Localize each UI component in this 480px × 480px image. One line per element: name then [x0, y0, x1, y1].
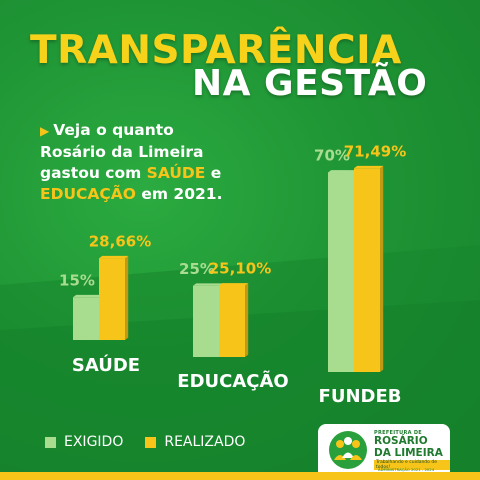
legend-swatch-required	[45, 436, 56, 448]
bottom-bar	[0, 472, 480, 480]
bar-top-realized	[219, 283, 249, 286]
value-label-required: 70%	[314, 147, 350, 165]
legend-label-realized: REALIZADO	[164, 434, 246, 450]
title-line-2: NA GESTÃO	[192, 63, 428, 104]
value-label-required: 25%	[179, 260, 215, 278]
logo-admin-period: ADMINISTRAÇÃO 2021 - 2024	[378, 467, 435, 472]
bar-realized-1	[219, 285, 245, 357]
bar-top-required	[73, 294, 103, 298]
bar-required-2	[328, 172, 354, 372]
bar-required-1	[193, 285, 219, 357]
logo-name-2: DA LIMEIRA	[374, 447, 443, 459]
intro-line-3a: gastou com	[40, 164, 147, 182]
bar-side-realized	[125, 255, 129, 340]
logo-prefix: PREFEITURA DE	[374, 430, 423, 436]
bar-top-realized	[99, 255, 129, 259]
intro-highlight-educacao: EDUCAÇÃO	[40, 185, 136, 203]
people-emblem-icon	[329, 431, 367, 469]
category-label: FUNDEB	[319, 386, 402, 407]
value-label-required: 15%	[59, 271, 95, 289]
category-label: EDUCAÇÃO	[177, 369, 288, 392]
legend-item-realized: REALIZADO	[145, 434, 245, 450]
intro-line-4b: em 2021.	[135, 185, 223, 203]
bar-side-realized	[380, 165, 384, 372]
logo-slogan: Trabalhando e cuidando de todos!	[374, 460, 450, 470]
legend-swatch-realized	[145, 436, 157, 448]
value-label-realized: 28,66%	[89, 232, 151, 250]
bar-realized-2	[354, 168, 380, 372]
legend: EXIGIDO REALIZADO	[45, 434, 267, 450]
intro-line-2: Rosário da Limeira	[40, 143, 204, 161]
category-label: SAÚDE	[72, 354, 140, 376]
bar-top-realized	[354, 165, 384, 169]
intro-line-1: Veja o quanto	[53, 121, 174, 139]
bar-realized-0	[99, 258, 125, 340]
legend-item-required: EXIGIDO	[45, 434, 123, 450]
intro-text: ▶ Veja o quanto Rosário da Limeira gastou…	[40, 120, 275, 205]
logo-name-1: ROSÁRIO	[374, 435, 428, 447]
bar-top-required	[193, 283, 223, 286]
title-line-1: TRANSPARÊNCIA	[30, 28, 402, 73]
value-label-realized: 71,49%	[344, 142, 406, 160]
bar-required-0	[73, 297, 99, 340]
municipality-logo: PREFEITURA DE ROSÁRIO DA LIMEIRA Trabalh…	[318, 424, 450, 474]
intro-line-3c: e	[205, 164, 222, 182]
bar-side-realized	[245, 283, 249, 357]
bar-top-required	[328, 170, 358, 173]
legend-label-required: EXIGIDO	[64, 434, 124, 450]
value-label-realized: 25,10%	[209, 259, 271, 277]
intro-highlight-saude: SAÚDE	[146, 164, 206, 182]
triangle-icon: ▶	[40, 124, 50, 138]
